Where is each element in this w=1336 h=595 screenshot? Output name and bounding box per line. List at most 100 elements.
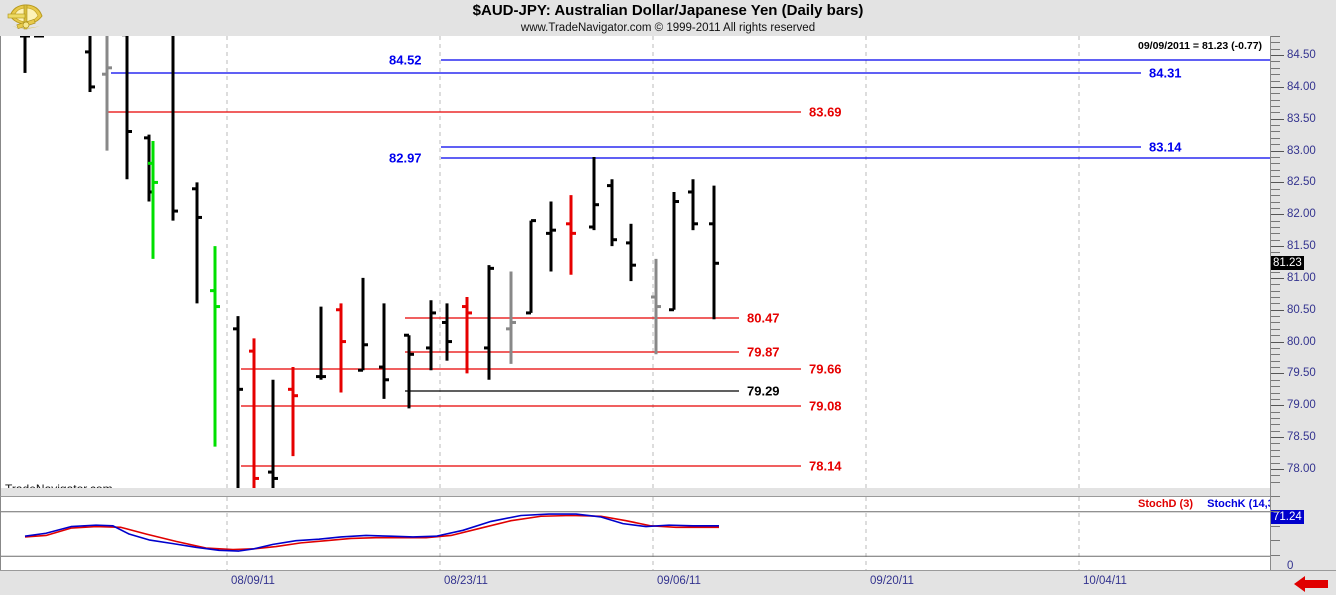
price-axis-tick — [1271, 309, 1284, 311]
price-axis-minor-tick — [1271, 201, 1280, 203]
stochastic-axis-tick — [1271, 510, 1280, 512]
price-axis-minor-tick — [1271, 379, 1280, 381]
ohlc-bar — [233, 316, 243, 488]
date-axis-label-09/20/11: 09/20/11 — [870, 575, 914, 587]
price-axis-tick — [1271, 214, 1284, 216]
price-pane[interactable]: 84.52 84.31 83.69 83.14 82.97 80.47 79.87 79.66… — [0, 36, 1271, 496]
price-axis-minor-tick — [1271, 360, 1280, 362]
price-axis-minor-tick — [1271, 144, 1280, 146]
price-axis-minor-tick — [1271, 61, 1280, 63]
date-axis[interactable]: 08/09/11 08/23/11 09/06/11 09/20/11 10/04/11 — [0, 570, 1336, 595]
ohlc-bar — [442, 303, 452, 361]
price-axis-minor-tick — [1271, 99, 1280, 101]
price-axis-minor-tick — [1271, 303, 1280, 305]
price-level-label-84.52: 84.52 — [389, 52, 422, 68]
price-level-label-82.97: 82.97 — [389, 150, 422, 166]
ohlc-bar — [85, 36, 95, 93]
ohlc-bar — [566, 195, 576, 275]
price-axis-label-82.50: 82.50 — [1287, 176, 1316, 189]
stochastic-axis-tick — [1271, 540, 1280, 542]
ohlc-bar — [546, 201, 556, 272]
price-axis-minor-tick — [1271, 48, 1280, 50]
price-level-label-84.31: 84.31 — [1149, 65, 1182, 81]
price-axis-minor-tick — [1271, 411, 1280, 413]
stochastic-pane[interactable]: StochD (3) StochK (14,3) — [0, 496, 1277, 571]
price-axis-label-78.00: 78.00 — [1287, 462, 1316, 475]
price-axis-label-83.00: 83.00 — [1287, 144, 1316, 157]
price-axis-label-79.50: 79.50 — [1287, 367, 1316, 380]
price-axis-minor-tick — [1271, 156, 1280, 158]
price-level-label-79.87: 79.87 — [747, 344, 780, 360]
price-axis-minor-tick — [1271, 252, 1280, 254]
price-axis-tick — [1271, 341, 1284, 343]
date-axis-label-08/09/11: 08/09/11 — [231, 575, 275, 587]
ohlc-bar — [709, 185, 719, 320]
date-axis-label-08/23/11: 08/23/11 — [444, 575, 488, 587]
price-axis-label-80.00: 80.00 — [1287, 335, 1316, 348]
price-axis-label-79.00: 79.00 — [1287, 399, 1316, 412]
price-axis-minor-tick — [1271, 74, 1280, 76]
ohlc-bar — [688, 179, 698, 231]
price-level-label-80.47: 80.47 — [747, 310, 780, 326]
price-axis-label-81.50: 81.50 — [1287, 240, 1316, 253]
stochastic-value-tag: 71.24 — [1271, 510, 1304, 525]
stochastic-axis-zero-label: 0 — [1287, 560, 1294, 572]
price-level-label-79.08: 79.08 — [809, 398, 842, 414]
ohlc-bar — [171, 36, 178, 221]
price-axis-minor-tick — [1271, 456, 1280, 458]
price-axis-minor-tick — [1271, 93, 1280, 95]
price-axis-minor-tick — [1271, 226, 1280, 228]
ohlc-bar — [316, 306, 326, 380]
stochastic-axis-tick — [1271, 525, 1280, 527]
price-axis-minor-tick — [1271, 316, 1280, 318]
stochastic-plot — [1, 497, 1271, 571]
ohlc-bar — [607, 179, 617, 247]
price-axis-minor-tick — [1271, 125, 1280, 127]
price-axis-minor-tick — [1271, 424, 1280, 426]
ohlc-bar — [249, 338, 259, 488]
price-axis-minor-tick — [1271, 137, 1280, 139]
stochastic-legend: StochD (3) StochK (14,3) — [1138, 498, 1277, 510]
price-axis-minor-tick — [1271, 233, 1280, 235]
price-level-label-83.69: 83.69 — [809, 104, 842, 120]
price-axis-tick — [1271, 182, 1284, 184]
price-level-label-83.14: 83.14 — [1149, 139, 1182, 155]
price-axis-minor-tick — [1271, 239, 1280, 241]
ohlc-bar — [506, 271, 516, 364]
ohlc-bar — [210, 246, 220, 447]
price-axis-minor-tick — [1271, 80, 1280, 82]
price-axis-minor-tick — [1271, 163, 1280, 165]
stochastic-axis-tick — [1271, 496, 1280, 497]
price-axis-label-78.50: 78.50 — [1287, 431, 1316, 444]
ohlc-bar — [379, 303, 389, 399]
red-left-arrow-icon[interactable] — [1294, 575, 1334, 593]
price-axis-minor-tick — [1271, 392, 1280, 394]
price-plot — [20, 36, 1271, 488]
price-axis-minor-tick — [1271, 207, 1280, 209]
price-axis-minor-tick — [1271, 449, 1280, 451]
price-axis-tick — [1271, 405, 1284, 407]
price-axis-tick — [1271, 150, 1284, 152]
price-axis-label-82.00: 82.00 — [1287, 208, 1316, 221]
price-axis-tick — [1271, 86, 1284, 88]
price-axis-minor-tick — [1271, 36, 1280, 37]
ohlc-bar — [358, 277, 368, 372]
price-axis-minor-tick — [1271, 398, 1280, 400]
stoch-k-legend-label: StochK (14,3) — [1207, 498, 1278, 510]
price-axis[interactable]: 84.50 84.00 83.50 83.00 82.50 82.00 81.50 81.00… — [1270, 36, 1336, 572]
price-level-label-79.29: 79.29 — [747, 383, 780, 399]
price-axis-label-84.00: 84.00 — [1287, 80, 1316, 93]
price-axis-minor-tick — [1271, 271, 1280, 273]
ohlc-bar — [462, 297, 472, 374]
price-axis-minor-tick — [1271, 169, 1280, 171]
chart-copyright: www.TradeNavigator.com © 1999-2011 All r… — [520, 22, 816, 34]
ohlc-bar — [526, 219, 536, 315]
price-axis-tick — [1271, 118, 1284, 120]
price-axis-minor-tick — [1271, 430, 1280, 432]
price-axis-minor-tick — [1271, 417, 1280, 419]
ohlc-bar — [192, 182, 202, 304]
price-axis-label-80.50: 80.50 — [1287, 303, 1316, 316]
price-axis-minor-tick — [1271, 112, 1280, 114]
quote-readout: 09/09/2011 = 81.23 (-0.77) — [1138, 40, 1263, 52]
